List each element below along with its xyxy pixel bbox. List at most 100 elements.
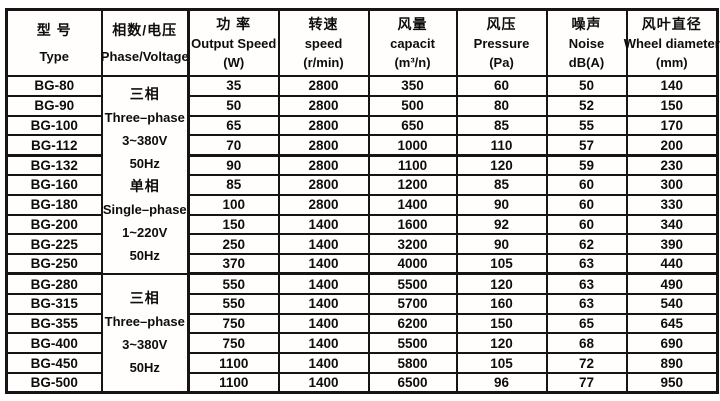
noise-cell: 60 [545,213,628,236]
pressure-cell: 120 [455,272,548,295]
phase-voltage-line: 50Hz [129,360,160,376]
speed-cell: 2800 [277,114,370,137]
header-speed-en: speed [304,36,343,51]
phase-voltage-line: 单相 [129,177,160,194]
capacity-cell: 1100 [367,154,458,176]
table-header: 型 号 Type 相数/电压 Phase/Voltage 功 率 Output … [5,8,720,77]
diameter-cell: 950 [625,371,719,395]
noise-cell: 72 [545,352,628,374]
type-cell: BG-225 [5,233,103,256]
noise-cell: 55 [545,114,628,137]
fan-spec-table: 型 号 Type 相数/电压 Phase/Voltage 功 率 Output … [5,8,720,395]
noise-cell: 62 [545,233,628,256]
type-cell: BG-112 [5,134,103,157]
phase-voltage-line: 3~380V [122,132,168,148]
noise-cell: 65 [545,312,628,335]
table-row: BG-160 85 2800 1200 85 60 300 [5,173,719,196]
pressure-cell: 85 [455,114,548,137]
noise-cell: 60 [545,173,628,196]
pressure-cell: 105 [455,253,548,276]
noise-cell: 50 [545,75,628,97]
type-cell: BG-180 [5,193,103,216]
phase-voltage-line: 三相 [129,85,160,102]
pressure-cell: 110 [455,134,548,157]
speed-cell: 2800 [277,94,370,117]
table-row: BG-80 三相 Three–phase 3~380V 50Hz 单相 Single–pha… [5,75,719,275]
power-cell: 70 [187,134,280,157]
header-power-en: Output Speed [191,36,277,51]
capacity-cell: 350 [367,75,458,97]
type-cell: BG-90 [5,94,103,117]
table-row: BG-355 750 1400 6200 150 65 645 [5,312,719,335]
noise-cell: 63 [545,272,628,295]
diameter-cell: 645 [625,312,719,335]
pressure-cell: 90 [455,193,548,216]
column-header-type: 型 号 Type [5,8,103,77]
power-cell: 550 [187,272,280,295]
noise-cell: 59 [545,154,628,176]
column-header-power: 功 率 Output Speed (W) [187,8,280,77]
power-cell: 90 [187,154,280,176]
phase-voltage-cell: 三相 Three–phase 3~380V 50Hz 单相 Single–phase 1~2… [100,75,190,275]
capacity-cell: 6200 [367,312,458,335]
header-type-zh: 型 号 [36,22,72,39]
diameter-cell: 890 [625,352,719,374]
capacity-cell: 1400 [367,193,458,216]
pressure-cell: 60 [455,75,548,97]
speed-cell: 2800 [277,75,370,97]
diameter-cell: 540 [625,292,719,315]
phase-voltage-cell: 三相 Three–phase 3~380V 50Hz [100,272,190,394]
diameter-cell: 340 [625,213,719,236]
table-row: BG-250 370 1400 4000 105 63 440 [5,253,719,276]
header-capacity-unit: (m³/n) [394,55,431,70]
column-header-noise: 噪声 Noise dB(A) [545,8,628,77]
capacity-cell: 4000 [367,253,458,276]
header-pressure-en: Pressure [473,36,530,51]
speed-cell: 2800 [277,134,370,157]
pressure-cell: 150 [455,312,548,335]
pressure-cell: 90 [455,233,548,256]
power-cell: 1100 [187,352,280,374]
pressure-cell: 96 [455,371,548,395]
diameter-cell: 490 [625,272,719,295]
pressure-cell: 160 [455,292,548,315]
diameter-cell: 170 [625,114,719,137]
type-cell: BG-450 [5,352,103,374]
type-cell: BG-100 [5,114,103,137]
capacity-cell: 650 [367,114,458,137]
speed-cell: 1400 [277,292,370,315]
speed-cell: 1400 [277,233,370,256]
table-row: BG-100 65 2800 650 85 55 170 [5,114,719,137]
table-row: BG-450 1100 1400 5800 105 72 890 [5,352,719,374]
capacity-cell: 1600 [367,213,458,236]
noise-cell: 68 [545,332,628,355]
type-cell: BG-400 [5,332,103,355]
table-row: BG-400 750 1400 5500 120 68 690 [5,332,719,355]
table-row: BG-280 三相 Three–phase 3~380V 50Hz 550 1400 5500… [5,272,719,394]
power-cell: 550 [187,292,280,315]
diameter-cell: 140 [625,75,719,97]
table-row: BG-315 550 1400 5700 160 63 540 [5,292,719,315]
type-cell: BG-280 [5,272,103,295]
table-row: BG-200 150 1400 1600 92 60 340 [5,213,719,236]
capacity-cell: 5500 [367,332,458,355]
phase-voltage-line: Three–phase [104,314,185,330]
table-row: BG-112 70 2800 1000 110 57 200 [5,134,719,157]
table-row: BG-132 90 2800 1100 120 59 230 [5,154,719,176]
phase-voltage-line: 三相 [129,290,160,307]
diameter-cell: 230 [625,154,719,176]
power-cell: 50 [187,94,280,117]
power-cell: 370 [187,253,280,276]
speed-cell: 2800 [277,173,370,196]
noise-cell: 57 [545,134,628,157]
capacity-cell: 5700 [367,292,458,315]
power-cell: 100 [187,193,280,216]
header-type-en: Type [39,48,69,64]
header-pressure-zh: 风压 [486,16,517,32]
pressure-cell: 105 [455,352,548,374]
power-cell: 85 [187,173,280,196]
phase-voltage-line: 50Hz [129,155,160,171]
column-header-pressure: 风压 Pressure (Pa) [455,8,548,77]
power-cell: 65 [187,114,280,137]
capacity-cell: 5800 [367,352,458,374]
